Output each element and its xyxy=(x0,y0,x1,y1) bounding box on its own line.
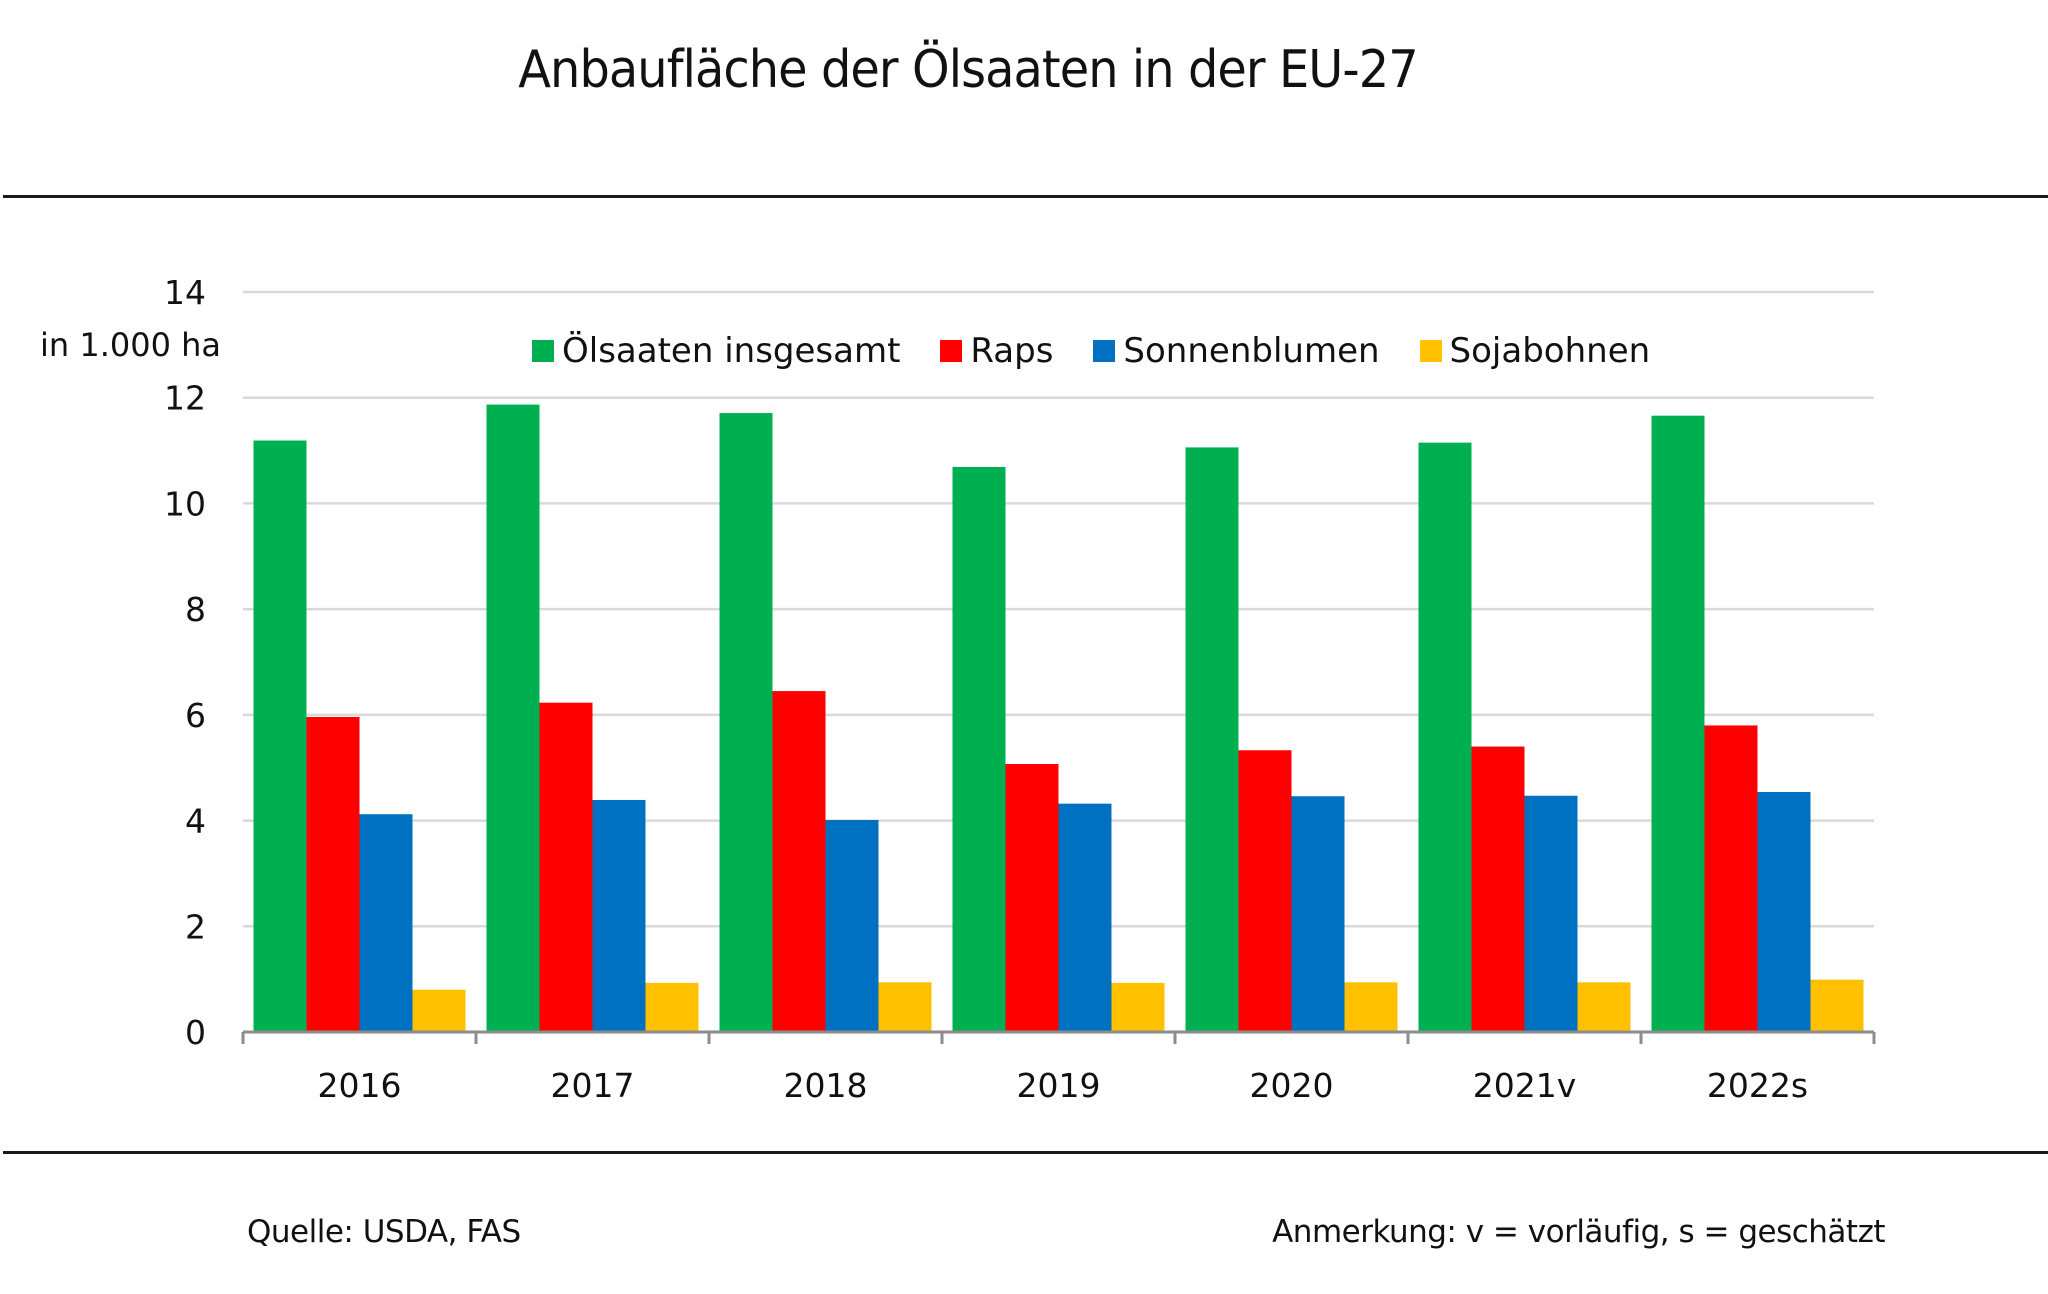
bar-raps-2021v xyxy=(1471,746,1525,1032)
bar-sonnenblumen-2021v xyxy=(1524,795,1578,1032)
bar--lsaaten-insgesamt-2018 xyxy=(719,413,773,1032)
bar-sojabohnen-2020 xyxy=(1344,982,1398,1032)
y-tick-label: 14 xyxy=(164,273,206,312)
y-axis-label: in 1.000 ha xyxy=(40,326,222,364)
bar-sojabohnen-2022s xyxy=(1810,979,1864,1032)
bar-sonnenblumen-2020 xyxy=(1291,796,1345,1032)
bar--lsaaten-insgesamt-2020 xyxy=(1185,447,1239,1032)
bar-sojabohnen-2017 xyxy=(645,982,699,1032)
source-note: Quelle: USDA, FAS xyxy=(247,1214,521,1250)
x-tick-label: 2022s xyxy=(1707,1066,1808,1105)
y-tick-label: 6 xyxy=(185,696,206,735)
bar-raps-2022s xyxy=(1704,725,1758,1032)
x-tick-label: 2020 xyxy=(1250,1066,1334,1105)
bar-raps-2020 xyxy=(1238,750,1292,1032)
legend-item-oelsaaten: Ölsaaten insgesamt xyxy=(532,331,900,371)
bar--lsaaten-insgesamt-2022s xyxy=(1651,415,1705,1033)
legend-label: Ölsaaten insgesamt xyxy=(562,331,901,371)
bar-sonnenblumen-2016 xyxy=(359,814,413,1032)
x-tick-label: 2019 xyxy=(1017,1066,1101,1105)
bar--lsaaten-insgesamt-2017 xyxy=(486,404,540,1033)
bar-sonnenblumen-2022s xyxy=(1757,792,1811,1032)
bar-raps-2018 xyxy=(772,691,826,1032)
y-tick-label: 2 xyxy=(185,907,206,946)
legend: Ölsaaten insgesamt Raps Sonnenblumen Soj… xyxy=(532,330,1690,372)
bar-raps-2016 xyxy=(306,716,360,1032)
legend-item-raps: Raps xyxy=(940,331,1053,371)
legend-item-sonnenblumen: Sonnenblumen xyxy=(1093,331,1380,371)
bar-raps-2019 xyxy=(1005,764,1059,1032)
legend-swatch xyxy=(532,340,554,362)
legend-swatch xyxy=(940,340,963,362)
x-tick-label: 2016 xyxy=(318,1066,402,1105)
bar-sonnenblumen-2018 xyxy=(825,820,879,1032)
chart-title: Anbaufläche der Ölsaaten in der EU-27 xyxy=(518,40,1418,100)
legend-item-sojabohnen: Sojabohnen xyxy=(1419,331,1651,371)
bar-sojabohnen-2021v xyxy=(1577,982,1631,1032)
bar-raps-2017 xyxy=(539,702,593,1032)
bar-sojabohnen-2016 xyxy=(412,989,466,1032)
bar--lsaaten-insgesamt-2016 xyxy=(253,440,307,1032)
y-tick-label: 4 xyxy=(185,802,206,841)
y-tick-label: 8 xyxy=(185,590,206,629)
bar-sojabohnen-2018 xyxy=(878,982,932,1032)
bar-sonnenblumen-2019 xyxy=(1058,803,1112,1032)
legend-swatch xyxy=(1419,340,1442,362)
bar--lsaaten-insgesamt-2021v xyxy=(1418,442,1472,1033)
bar-sonnenblumen-2017 xyxy=(592,799,646,1032)
y-tick-label: 10 xyxy=(164,484,206,523)
annotation-note: Anmerkung: v = vorläufig, s = geschätzt xyxy=(1272,1214,1885,1250)
x-tick-label: 2021v xyxy=(1473,1066,1577,1105)
bottom-divider xyxy=(3,1151,2048,1154)
x-tick-label: 2017 xyxy=(551,1066,635,1105)
legend-label: Sojabohnen xyxy=(1449,331,1651,371)
bar-sojabohnen-2019 xyxy=(1111,982,1165,1032)
y-tick-label: 12 xyxy=(164,379,206,418)
legend-label: Sonnenblumen xyxy=(1123,331,1380,371)
legend-label: Raps xyxy=(970,331,1054,371)
bar--lsaaten-insgesamt-2019 xyxy=(952,466,1006,1032)
top-divider xyxy=(3,195,2048,198)
legend-swatch xyxy=(1093,340,1116,362)
x-tick-label: 2018 xyxy=(784,1066,868,1105)
y-tick-label: 0 xyxy=(185,1013,206,1052)
